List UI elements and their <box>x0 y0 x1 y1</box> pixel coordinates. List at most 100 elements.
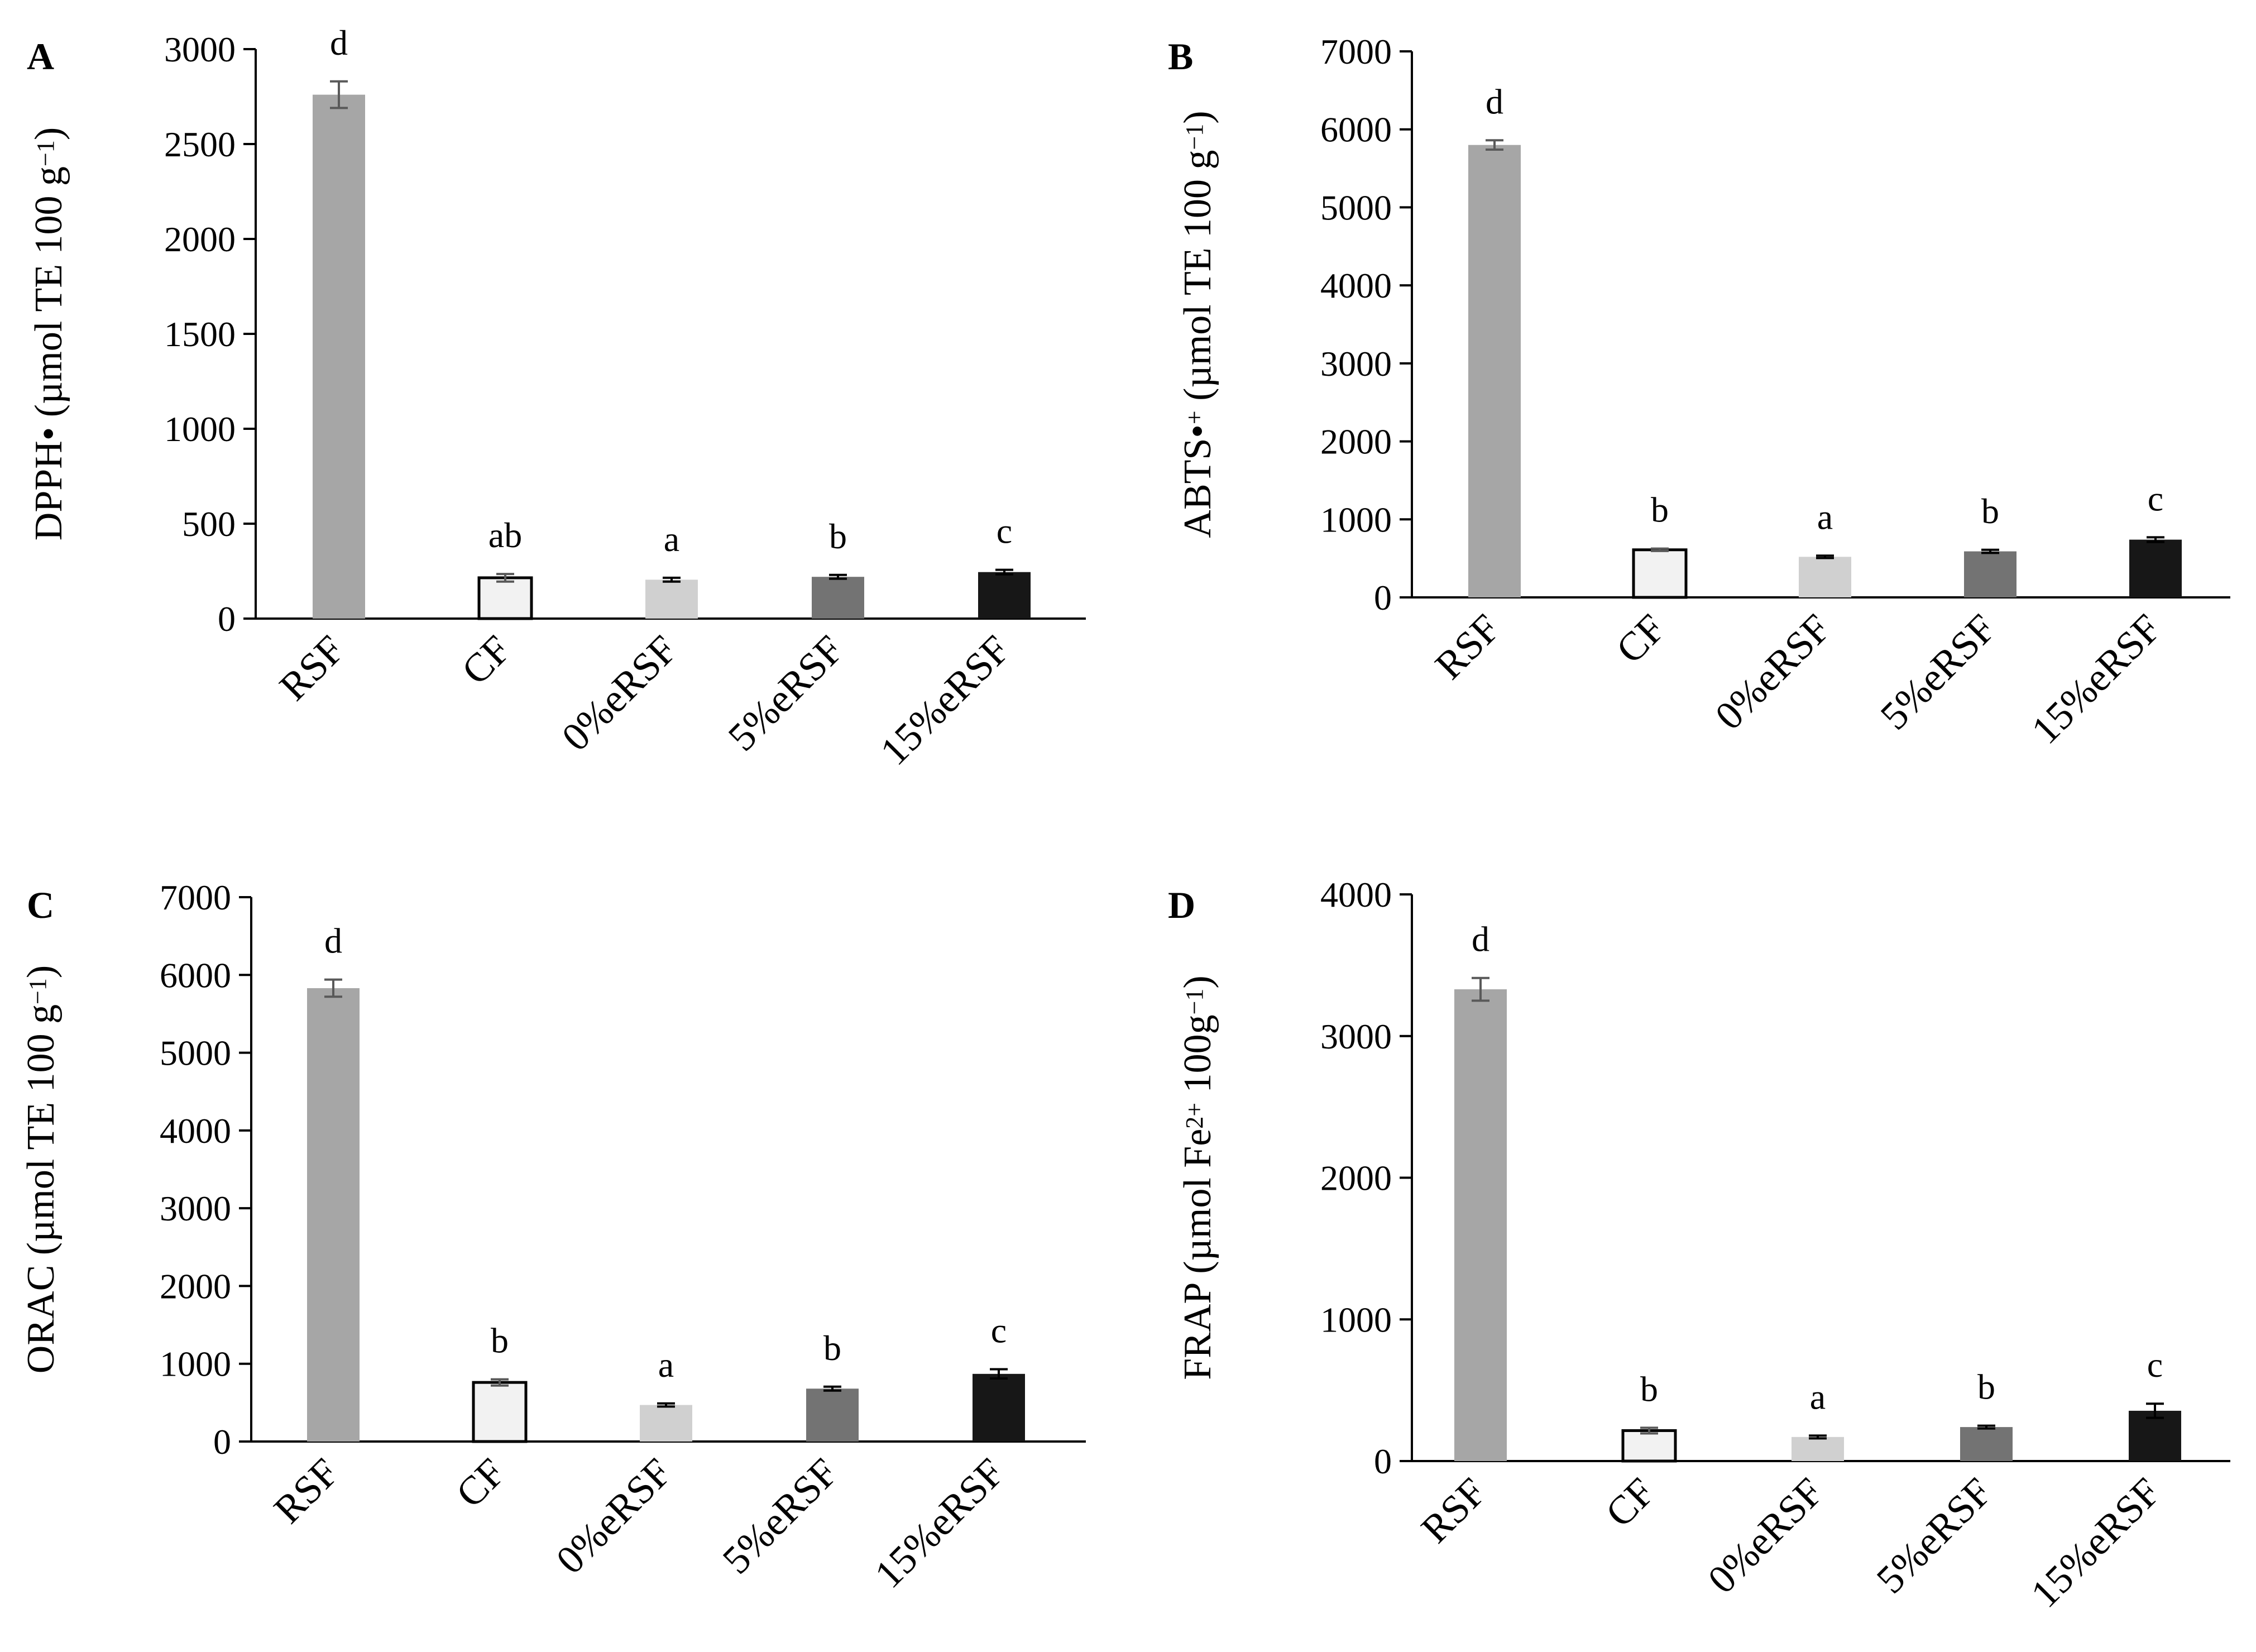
bar-0pctersf <box>1792 1436 1844 1461</box>
x-tick-label-5pctersf: 5%eRSF <box>1872 606 2005 739</box>
y-tick-label: 0 <box>1374 1442 1392 1481</box>
y-tick-label: 1000 <box>1320 1300 1392 1339</box>
y-tick-label: 4000 <box>160 1111 231 1151</box>
bar-15pctersf <box>2129 539 2182 597</box>
bar-cf <box>477 576 533 620</box>
significance-letter-0pctersf: a <box>1810 1377 1826 1416</box>
y-tick-label: 3000 <box>164 30 236 69</box>
panel-label-b: B <box>1168 35 1193 78</box>
significance-letter-cf: b <box>1651 490 1669 530</box>
panel-label-d: D <box>1168 884 1195 926</box>
significance-letter-cf: ab <box>488 515 522 555</box>
significance-letter-0pctersf: a <box>664 519 679 559</box>
y-tick-label: 1500 <box>164 314 236 354</box>
y-tick-label: 1000 <box>1320 500 1392 539</box>
x-tick-label-rsf: RSF <box>1426 606 1508 688</box>
y-tick-label: 2000 <box>1320 1158 1392 1198</box>
y-tick-label: 2500 <box>164 125 236 164</box>
x-tick-label-cf: CF <box>1597 1469 1663 1536</box>
bar-15pctersf <box>978 572 1031 619</box>
y-tick-label: 7000 <box>1320 32 1392 71</box>
significance-letter-15pctersf: c <box>991 1310 1007 1350</box>
chart-panel-a: A 0 500 1000 1500 2000 2500 3000 DPPH• (µmol TE … <box>27 23 1086 774</box>
x-tick-label-cf: CF <box>453 627 519 693</box>
bar-0pctersf <box>1799 557 1851 597</box>
significance-letter-rsf: d <box>1472 920 1489 959</box>
chart-panel-d: D 0 1000 2000 3000 4000 FRAP (µmol Fe2+ 100g−1… <box>1168 875 2230 1616</box>
y-tick-label: 2000 <box>1320 422 1392 462</box>
y-tick-label: 4000 <box>1320 266 1392 305</box>
bar-cf <box>1632 548 1688 599</box>
x-tick-label-0pctersf: 0%eRSF <box>548 1450 681 1583</box>
x-tick-label-rsf: RSF <box>271 627 353 709</box>
significance-letter-5pctersf: b <box>829 516 847 556</box>
significance-letter-rsf: d <box>330 23 348 63</box>
chart-panel-b: B 0 1000 2000 3000 4000 5000 6000 7000 ABTS•+ (µm… <box>1168 32 2230 753</box>
y-tick-label: 500 <box>182 504 236 544</box>
x-tick-label-5pctersf: 5%eRSF <box>714 1450 847 1583</box>
bar-0pctersf <box>645 580 698 619</box>
y-tick-label: 0 <box>213 1422 231 1462</box>
y-tick-label: 3000 <box>1320 1017 1392 1056</box>
bar-cf <box>472 1381 528 1443</box>
bar-rsf <box>307 988 360 1442</box>
significance-letter-5pctersf: b <box>1977 1367 1995 1407</box>
bar-15pctersf <box>973 1373 1025 1442</box>
y-tick-label: 0 <box>218 599 236 639</box>
x-tick-label-0pctersf: 0%eRSF <box>1707 606 1840 739</box>
x-tick-label-15pctersf: 15%eRSF <box>866 1450 1013 1597</box>
x-tick-label-15pctersf: 15%eRSF <box>871 627 1018 774</box>
significance-letter-15pctersf: c <box>2147 1345 2163 1385</box>
y-axis-label: DPPH• (µmol TE 100 g−1) <box>27 127 70 540</box>
bar-5pctersf <box>806 1388 859 1442</box>
significance-letter-15pctersf: c <box>2148 478 2163 518</box>
x-tick-label-5pctersf: 5%eRSF <box>1868 1469 2001 1602</box>
x-tick-label-cf: CF <box>1607 606 1674 672</box>
significance-letter-5pctersf: b <box>1981 491 1999 531</box>
bar-5pctersf <box>1964 551 2016 597</box>
y-tick-label: 3000 <box>1320 344 1392 384</box>
bar-rsf <box>1454 989 1507 1461</box>
x-tick-label-0pctersf: 0%eRSF <box>1699 1469 1832 1602</box>
x-tick-label-0pctersf: 0%eRSF <box>553 627 686 760</box>
bar-rsf <box>1468 145 1521 598</box>
significance-letter-0pctersf: a <box>658 1345 674 1385</box>
y-tick-label: 0 <box>1374 578 1392 617</box>
bar-5pctersf <box>812 577 864 619</box>
significance-letter-cf: b <box>1640 1369 1658 1409</box>
bar-0pctersf <box>640 1405 692 1442</box>
y-axis-label: ABTS•+ (µmol TE 100 g−1) <box>1176 111 1219 538</box>
significance-letter-5pctersf: b <box>823 1328 841 1368</box>
y-tick-label: 6000 <box>160 955 231 995</box>
y-tick-label: 4000 <box>1320 875 1392 914</box>
y-tick-label: 2000 <box>164 219 236 259</box>
y-tick-label: 1000 <box>164 409 236 449</box>
significance-letter-0pctersf: a <box>1817 497 1833 537</box>
x-tick-label-15pctersf: 15%eRSF <box>2022 1469 2169 1616</box>
x-tick-label-cf: CF <box>447 1450 514 1516</box>
y-tick-label: 5000 <box>1320 188 1392 227</box>
significance-letter-rsf: d <box>324 921 342 961</box>
y-tick-label: 3000 <box>160 1189 231 1228</box>
panel-label-a: A <box>27 35 54 78</box>
x-tick-label-5pctersf: 5%eRSF <box>720 627 852 760</box>
y-axis-label: FRAP (µmol Fe2+ 100g−1) <box>1176 975 1219 1380</box>
y-tick-label: 6000 <box>1320 110 1392 150</box>
x-tick-label-15pctersf: 15%eRSF <box>2023 606 2169 753</box>
x-tick-label-rsf: RSF <box>1412 1469 1495 1552</box>
y-axis-label: ORAC (µmol TE 100 g−1) <box>20 965 63 1373</box>
y-tick-label: 1000 <box>160 1344 231 1384</box>
panel-label-c: C <box>27 884 54 926</box>
chart-panel-c: C 0 1000 2000 3000 4000 5000 6000 7000 ORAC (µmol… <box>20 878 1086 1597</box>
bar-cf <box>1621 1429 1677 1463</box>
significance-letter-15pctersf: c <box>997 511 1012 551</box>
bar-15pctersf <box>2129 1410 2181 1461</box>
y-tick-label: 2000 <box>160 1266 231 1306</box>
y-tick-label: 7000 <box>160 878 231 917</box>
significance-letter-rsf: d <box>1486 82 1503 121</box>
bar-5pctersf <box>1960 1427 2013 1461</box>
significance-letter-cf: b <box>491 1321 509 1361</box>
y-tick-label: 5000 <box>160 1033 231 1073</box>
bar-rsf <box>313 94 365 619</box>
